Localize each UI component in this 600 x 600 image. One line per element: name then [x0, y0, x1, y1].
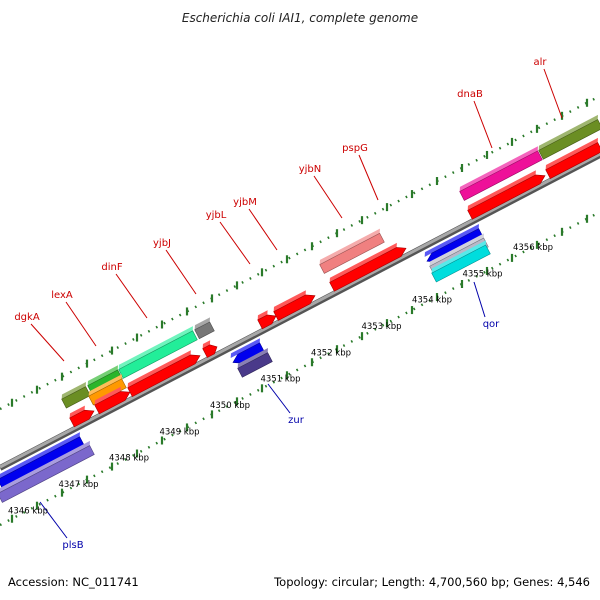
feature-dgka — [69, 405, 95, 428]
gene-label-yjbn: yjbN — [299, 164, 322, 175]
feature-yjbl — [257, 310, 277, 330]
map-title: Escherichia coli IAI1, complete genome — [182, 11, 418, 25]
feature-zur-alt — [237, 348, 273, 378]
gene-label-yjbm: yjbM — [233, 197, 257, 208]
kbp-label: 4353 kbp — [361, 322, 401, 332]
gene-label-dgka: dgkA — [14, 312, 39, 323]
feature-blocks — [0, 114, 600, 503]
feature-yjbm-alt — [319, 228, 385, 274]
gene-label-alr: alr — [533, 57, 547, 68]
genome-backbone — [0, 152, 600, 471]
genome-summary-text: Topology: circular; Length: 4,700,560 bp… — [273, 575, 590, 589]
feature-alr — [545, 137, 600, 179]
feature-plsb-alt — [0, 440, 95, 503]
kbp-label: 4350 kbp — [210, 401, 250, 411]
kbp-labels: 4346 kbp 4347 kbp 4348 kbp 4349 kbp 4350 kbp… — [8, 243, 553, 516]
feature-dinf — [127, 350, 201, 398]
major-ticks — [10, 98, 589, 523]
gene-label-pspg: pspG — [342, 143, 368, 154]
feature-yjbj — [202, 340, 218, 358]
feature-yjbj-alt — [194, 317, 215, 340]
kbp-label: 4351 kbp — [260, 375, 300, 385]
kbp-label: 4354 kbp — [412, 296, 452, 306]
kbp-label: 4352 kbp — [311, 348, 351, 358]
gene-label-dinf: dinF — [101, 262, 122, 273]
feature-lexa-second — [88, 374, 127, 406]
kbp-label: 4349 kbp — [159, 427, 199, 437]
kbp-label: 4355 kbp — [462, 269, 502, 279]
feature-lexa — [94, 386, 131, 415]
gene-label-qor: qor — [483, 319, 500, 330]
gene-label-yjbl: yjbL — [206, 210, 227, 221]
feature-yjbm — [273, 290, 316, 321]
kbp-label: 4356 kbp — [513, 243, 553, 253]
feature-pspg — [329, 242, 407, 292]
gene-label-yjbj: yjbJ — [153, 238, 171, 249]
gene-labels: dgkA lexA dinF yjbJ yjbL yjbM yjbN pspG dnaB alr p… — [14, 57, 563, 551]
kbp-label: 4346 kbp — [8, 506, 48, 516]
outer-tick-track — [0, 94, 600, 411]
kbp-label: 4348 kbp — [109, 454, 149, 464]
inner-tick-track — [0, 210, 600, 527]
gene-label-zur: zur — [288, 415, 305, 426]
feature-dnab — [467, 170, 546, 220]
feature-qor-second — [431, 240, 491, 283]
feature-alr-alt — [538, 114, 600, 160]
kbp-label: 4347 kbp — [58, 480, 98, 490]
gene-label-plsb: plsB — [62, 540, 83, 551]
gene-label-dnab: dnaB — [457, 89, 483, 100]
accession-text: Accession: NC_011741 — [8, 575, 139, 589]
feature-dnab-alt — [459, 146, 543, 201]
feature-zur — [230, 338, 265, 364]
gene-label-lexa: lexA — [51, 290, 73, 301]
